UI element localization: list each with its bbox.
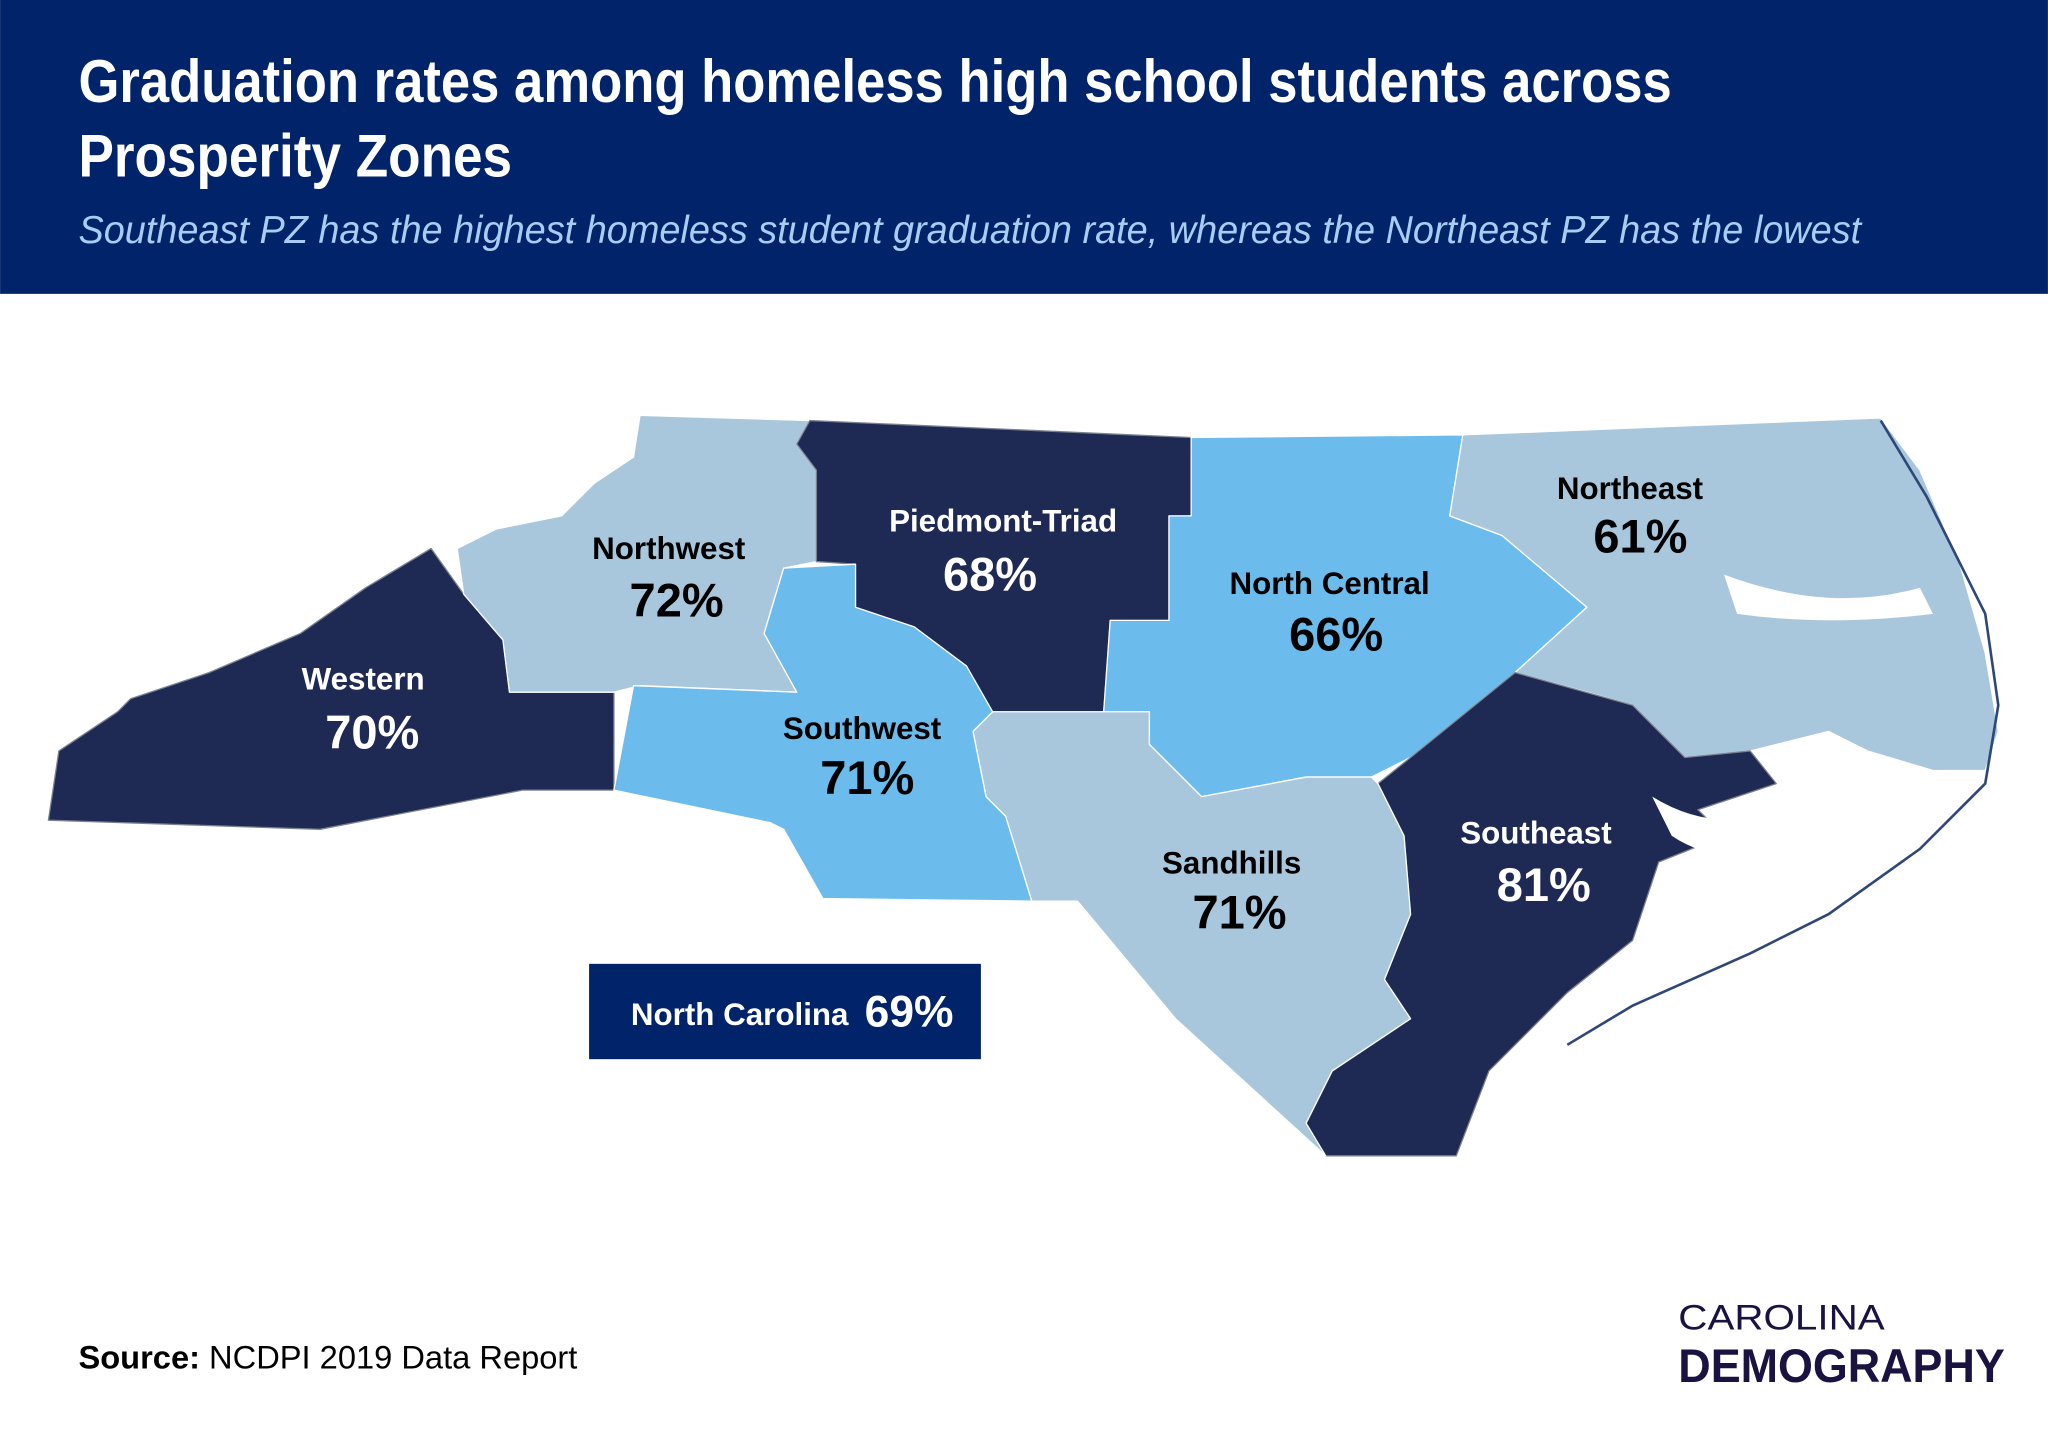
albemarle-sound (1724, 574, 1933, 621)
label-northeast-name: Northeast (1557, 471, 1704, 506)
label-piedmont-triad-value: 68% (943, 547, 1037, 600)
source-text: NCDPI 2019 Data Report (209, 1339, 577, 1376)
source-label: Source: (78, 1339, 200, 1376)
header-banner (0, 0, 2048, 294)
region-labels: Western 70% Northwest 72% Piedmont-Triad… (302, 471, 1704, 939)
nc-map (47, 414, 2000, 1157)
state-total-label: North Carolina (631, 997, 849, 1032)
region-western[interactable] (47, 547, 615, 830)
source-note: Source: NCDPI 2019 Data Report (78, 1339, 577, 1376)
label-southwest-name: Southwest (783, 711, 942, 746)
pamlico-sound (1652, 783, 1855, 855)
label-north-central-value: 66% (1289, 607, 1383, 660)
region-southwest[interactable] (613, 563, 1033, 902)
label-southwest-value: 71% (820, 751, 914, 804)
logo-line-1: CAROLINA (1678, 1299, 1885, 1338)
title-line-1: Graduation rates among homeless high sch… (78, 48, 1671, 115)
region-sandhills[interactable] (972, 711, 1412, 1157)
title-line-2: Prosperity Zones (78, 122, 512, 189)
label-western-value: 70% (325, 705, 419, 758)
label-southeast-name: Southeast (1460, 816, 1612, 851)
state-total-box: North Carolina 69% (589, 963, 981, 1060)
label-southeast-value: 81% (1497, 858, 1591, 911)
logo-line-2: DEMOGRAPHY (1678, 1339, 2005, 1392)
label-northeast-value: 61% (1593, 509, 1687, 562)
outer-banks (1566, 419, 2000, 1046)
label-piedmont-triad-name: Piedmont-Triad (889, 504, 1117, 539)
subtitle: Southeast PZ has the highest homeless st… (78, 209, 1863, 252)
label-sandhills-value: 71% (1192, 886, 1286, 939)
label-sandhills-name: Sandhills (1162, 846, 1301, 881)
state-total-value: 69% (865, 988, 954, 1037)
label-northwest-name: Northwest (592, 531, 746, 566)
carolina-demography-logo: CAROLINA DEMOGRAPHY (1678, 1299, 2005, 1392)
state-total-bg (589, 963, 981, 1060)
label-northwest-value: 72% (630, 573, 724, 626)
label-western-name: Western (302, 662, 425, 697)
label-north-central-name: North Central (1230, 566, 1430, 601)
